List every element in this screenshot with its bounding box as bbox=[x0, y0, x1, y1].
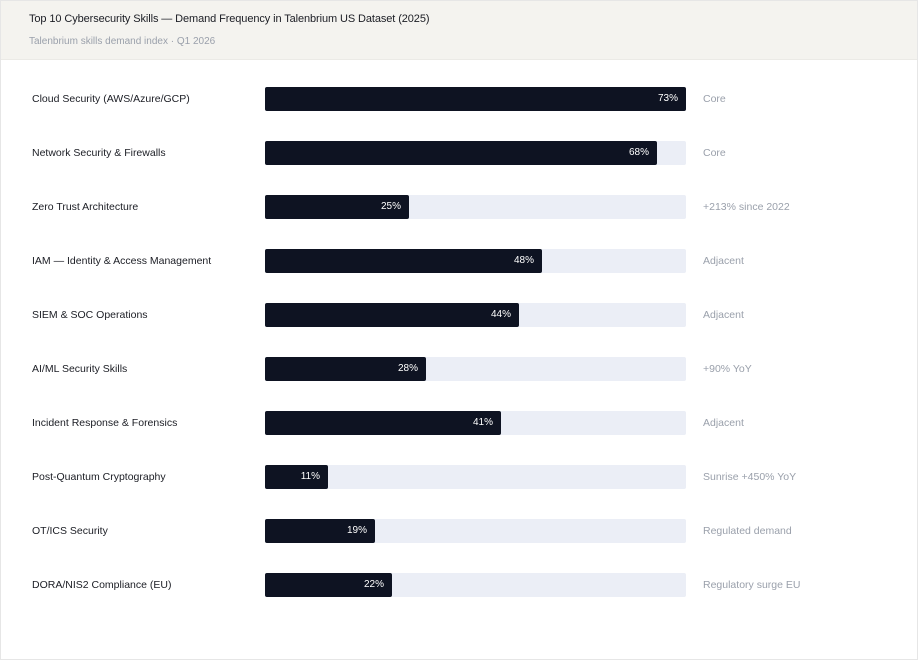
bar-annotation: Core bbox=[703, 147, 726, 159]
category-label: DORA/NIS2 Compliance (EU) bbox=[32, 579, 172, 591]
bar-track: 19% bbox=[265, 519, 686, 543]
bar-value-label: 19% bbox=[346, 525, 367, 536]
chart-title: Top 10 Cybersecurity Skills — Demand Fre… bbox=[29, 13, 430, 25]
bar-annotation: Regulatory surge EU bbox=[703, 579, 801, 591]
bar-annotation: +90% YoY bbox=[703, 363, 752, 375]
bar-value-label: 48% bbox=[513, 255, 534, 266]
bar bbox=[265, 411, 501, 435]
bar bbox=[265, 357, 426, 381]
bar-track: 68% bbox=[265, 141, 686, 165]
bar-value-label: 41% bbox=[472, 417, 493, 428]
bar-annotation: Sunrise +450% YoY bbox=[703, 471, 797, 483]
bar-annotation: Core bbox=[703, 93, 726, 105]
bar-annotation: Adjacent bbox=[703, 309, 744, 321]
category-label: Cloud Security (AWS/Azure/GCP) bbox=[32, 93, 190, 105]
chart-subtitle: Talenbrium skills demand index · Q1 2026 bbox=[29, 36, 216, 47]
bar-value-label: 73% bbox=[657, 93, 678, 104]
category-label: Post-Quantum Cryptography bbox=[32, 471, 166, 483]
bar-track: 73% bbox=[265, 87, 686, 111]
bar-track: 41% bbox=[265, 411, 686, 435]
category-label: OT/ICS Security bbox=[32, 525, 108, 537]
bar-value-label: 28% bbox=[397, 363, 418, 374]
bar bbox=[265, 573, 392, 597]
bar bbox=[265, 195, 409, 219]
bar-value-label: 25% bbox=[380, 201, 401, 212]
category-label: SIEM & SOC Operations bbox=[32, 309, 148, 321]
bar-value-label: 68% bbox=[628, 147, 649, 158]
bar bbox=[265, 303, 519, 327]
category-label: Network Security & Firewalls bbox=[32, 147, 166, 159]
bar-annotation: Adjacent bbox=[703, 417, 744, 429]
bar bbox=[265, 141, 657, 165]
bar-track: 48% bbox=[265, 249, 686, 273]
bar-annotation: Adjacent bbox=[703, 255, 744, 267]
bar-value-label: 22% bbox=[363, 579, 384, 590]
bar-annotation: Regulated demand bbox=[703, 525, 792, 537]
bar-track: 22% bbox=[265, 573, 686, 597]
bar bbox=[265, 519, 375, 543]
category-label: AI/ML Security Skills bbox=[32, 363, 128, 375]
category-label: IAM — Identity & Access Management bbox=[32, 255, 212, 267]
bar-track: 11% bbox=[265, 465, 686, 489]
bar-track: 25% bbox=[265, 195, 686, 219]
bar-value-label: 44% bbox=[490, 309, 511, 320]
category-label: Incident Response & Forensics bbox=[32, 417, 178, 429]
bar-track: 28% bbox=[265, 357, 686, 381]
chart-header: Top 10 Cybersecurity Skills — Demand Fre… bbox=[1, 1, 917, 60]
bar bbox=[265, 87, 686, 111]
bar-track: 44% bbox=[265, 303, 686, 327]
bar-annotation: +213% since 2022 bbox=[703, 201, 790, 213]
bar-value-label: 11% bbox=[300, 471, 320, 482]
category-label: Zero Trust Architecture bbox=[32, 201, 139, 213]
bar bbox=[265, 249, 542, 273]
bar bbox=[265, 465, 328, 489]
